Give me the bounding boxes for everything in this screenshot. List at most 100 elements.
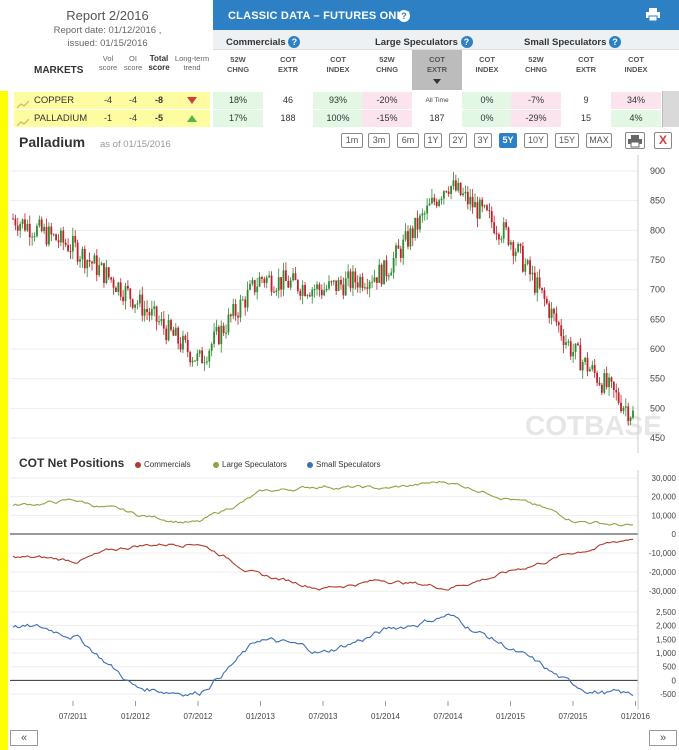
classic-data-header-bar — [213, 0, 679, 30]
chart-as-of-date: as of 01/15/2016 — [100, 139, 171, 150]
price-candle — [239, 294, 242, 323]
price-candle — [593, 359, 596, 378]
price-candle — [198, 349, 201, 358]
price-candle — [138, 289, 141, 308]
column-header[interactable]: 52W CHNG — [226, 55, 250, 74]
large-speculators-line — [12, 480, 634, 527]
price-candle — [498, 232, 500, 245]
price-candle — [40, 216, 43, 233]
price-candle — [567, 339, 570, 347]
column-header[interactable]: COT EXTR — [277, 55, 298, 74]
price-candle — [586, 352, 589, 377]
price-candle — [301, 280, 304, 305]
price-candle — [603, 369, 606, 395]
previous-button[interactable]: « — [10, 730, 38, 746]
net-axis-tick: -500 — [660, 690, 677, 699]
price-candle — [414, 217, 417, 241]
column-header[interactable]: 52W CHNG — [524, 55, 548, 74]
price-candle — [419, 213, 421, 233]
price-candle — [289, 277, 292, 291]
range-button-2y[interactable]: 2Y — [449, 133, 467, 148]
price-candle — [174, 323, 177, 337]
price-candle — [55, 233, 57, 241]
range-button-15y[interactable]: 15Y — [555, 133, 579, 148]
price-candle — [26, 219, 29, 233]
next-button[interactable]: » — [649, 730, 677, 746]
help-icon[interactable]: ? — [460, 36, 473, 48]
range-button-6m[interactable]: 6m — [397, 133, 419, 148]
price-candle — [191, 357, 194, 367]
column-header[interactable]: COT INDEX — [326, 55, 350, 74]
price-candle — [12, 213, 14, 220]
price-candle — [294, 266, 297, 281]
range-button-3y[interactable]: 3Y — [474, 133, 492, 148]
table-scrollbar[interactable] — [662, 91, 679, 127]
price-candle — [390, 268, 393, 276]
price-candle — [495, 225, 498, 241]
price-candle — [519, 243, 522, 254]
range-button-3m[interactable]: 3m — [368, 133, 390, 148]
column-header[interactable]: 52W CHNG — [375, 55, 399, 74]
price-candle — [179, 336, 182, 353]
legend-item[interactable]: Commercials — [135, 460, 191, 469]
price-candle — [253, 279, 256, 296]
net-axis-tick: -20,000 — [649, 568, 677, 577]
chart-icon[interactable] — [16, 114, 30, 127]
x-axis-tick: 07/2015 — [559, 712, 588, 721]
price-candle — [24, 213, 26, 232]
price-candle — [423, 210, 426, 221]
range-button-5y[interactable]: 5Y — [499, 133, 517, 148]
price-candle — [380, 263, 383, 287]
column-header[interactable]: COT INDEX — [475, 55, 499, 74]
price-candle — [38, 215, 41, 228]
x-axis-tick: 07/2012 — [184, 712, 213, 721]
price-candle — [232, 298, 235, 320]
column-header[interactable]: COT EXTR — [575, 55, 596, 74]
close-chart-button[interactable]: X — [654, 132, 672, 149]
price-candle — [562, 329, 565, 354]
price-candle — [215, 319, 218, 336]
price-candle — [189, 350, 192, 367]
group-header-row — [213, 30, 679, 50]
sort-desc-icon[interactable] — [433, 79, 441, 84]
column-header[interactable]: COT INDEX — [624, 55, 648, 74]
price-candle — [14, 214, 17, 231]
price-candle — [28, 215, 31, 246]
price-candle — [241, 296, 244, 301]
x-axis-tick: 01/2013 — [246, 712, 275, 721]
price-candle — [462, 187, 464, 197]
price-candle — [194, 360, 196, 362]
price-candle — [454, 174, 457, 192]
print-icon[interactable] — [646, 8, 660, 21]
price-axis-tick: 550 — [650, 374, 665, 384]
cot-value-cell: -20% — [362, 92, 412, 109]
price-candle — [431, 188, 433, 205]
print-chart-button[interactable] — [625, 132, 645, 149]
price-candle — [316, 281, 318, 296]
range-button-1y[interactable]: 1Y — [424, 133, 442, 148]
price-candle — [469, 188, 472, 211]
x-axis-tick: 07/2014 — [434, 712, 463, 721]
help-icon[interactable]: ? — [288, 36, 301, 48]
help-icon[interactable]: ? — [398, 10, 410, 22]
range-button-max[interactable]: MAX — [586, 133, 612, 148]
price-candle — [605, 366, 608, 390]
chart-icon[interactable] — [16, 96, 30, 109]
range-button-10y[interactable]: 10Y — [524, 133, 548, 148]
price-candle — [143, 300, 146, 322]
price-candle — [182, 330, 184, 354]
legend-item[interactable]: Small Speculators — [307, 460, 380, 469]
price-candle — [256, 277, 259, 300]
price-candle — [596, 370, 598, 387]
market-name[interactable]: COPPER — [34, 95, 75, 106]
column-header[interactable]: COT EXTR — [426, 55, 447, 74]
price-candle — [258, 272, 261, 288]
market-name[interactable]: PALLADIUM — [34, 113, 88, 124]
price-candle — [529, 256, 531, 282]
legend-item[interactable]: Large Speculators — [213, 460, 287, 469]
price-candle — [36, 223, 38, 238]
help-icon[interactable]: ? — [609, 36, 622, 48]
oi-score: -4 — [128, 113, 137, 123]
range-button-1m[interactable]: 1m — [341, 133, 363, 148]
price-candle — [624, 398, 627, 417]
